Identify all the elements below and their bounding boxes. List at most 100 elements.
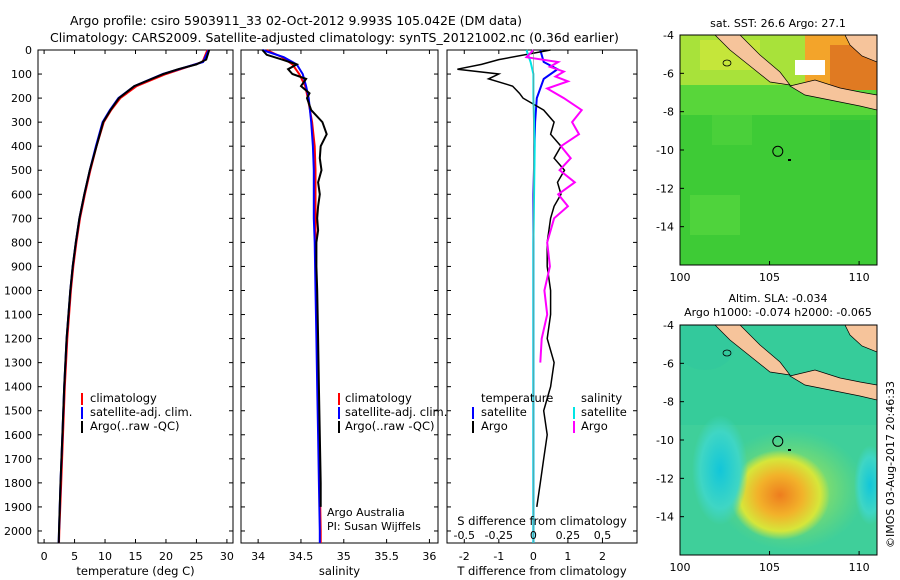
legend-s-argo: Argo xyxy=(581,419,608,433)
series-climatology xyxy=(58,49,209,544)
x-tick-label: 20 xyxy=(159,550,173,563)
legend-satellite: satellite-adj. clim. xyxy=(90,405,192,419)
x-axis-label: T difference from climatology xyxy=(456,564,627,578)
y-tick-label: -12 xyxy=(656,182,674,195)
legend-s-satellite: satellite xyxy=(581,405,627,419)
x-tick-label: -1 xyxy=(493,550,504,563)
x-axis-label: salinity xyxy=(319,564,360,578)
x-tick-label: 110 xyxy=(849,561,870,574)
x-tick-label: -2 xyxy=(459,550,470,563)
y-tick-label: 1900 xyxy=(4,501,32,514)
legend-salinity-title: salinity xyxy=(581,391,622,405)
y-tick-label: 100 xyxy=(11,68,32,81)
x-tick-label: 36 xyxy=(422,550,436,563)
y-tick-label: 1600 xyxy=(4,429,32,442)
y-tick-label: -10 xyxy=(656,434,674,447)
argo-position-marker xyxy=(772,145,784,157)
x-tick-label: 25 xyxy=(189,550,203,563)
y-tick-label: 400 xyxy=(11,140,32,153)
sumatra-land xyxy=(714,35,791,86)
y-tick-label: 800 xyxy=(11,236,32,249)
x-tick-label: 34 xyxy=(251,550,265,563)
y-tick-label: 700 xyxy=(11,212,32,225)
x-tick-label: 10 xyxy=(98,550,112,563)
legend-climatology: climatology xyxy=(345,391,412,405)
y-tick-label: -8 xyxy=(663,106,674,119)
x-tick-label: 0 xyxy=(41,550,48,563)
difference-legend: temperature satellite Argo salinity sate… xyxy=(472,391,627,433)
legend-temperature-title: temperature xyxy=(481,391,553,405)
x-tick-label: 105 xyxy=(759,561,780,574)
series-satellite-adj-clim- xyxy=(262,49,321,543)
x-tick-label: 34.5 xyxy=(289,550,314,563)
y-tick-label: -6 xyxy=(663,67,674,80)
sla-map-title-line1: Altim. SLA: -0.034 xyxy=(728,292,827,305)
x-tick-label: 35 xyxy=(337,550,351,563)
plot-frame xyxy=(240,49,439,544)
s-tick-label: 0 xyxy=(530,529,537,542)
legend-t-satellite: satellite xyxy=(481,405,527,419)
panel-difference-from-climatology: -2 -1 0 1 2T difference from climatology -0.5… xyxy=(446,49,638,578)
legend-climatology: climatology xyxy=(90,391,157,405)
sst-map-title: sat. SST: 26.6 Argo: 27.1 xyxy=(710,17,846,30)
y-tick-label: -6 xyxy=(663,357,674,370)
x-tick-label: 2 xyxy=(599,550,606,563)
y-tick-label: -10 xyxy=(656,144,674,157)
salinity-legend: climatology satellite-adj. clim. Argo(..… xyxy=(327,391,447,533)
temperature-legend: climatology satellite-adj. clim. Argo(..… xyxy=(81,391,192,433)
s-tick-label: 0.5 xyxy=(594,529,612,542)
y-tick-label: -12 xyxy=(656,472,674,485)
s-tick-label: -0.5 xyxy=(454,529,475,542)
series-t-argo xyxy=(457,49,566,508)
x-tick-label: 35.5 xyxy=(374,550,399,563)
s-tick-label: 0.25 xyxy=(556,529,581,542)
x-tick-label: 100 xyxy=(670,561,691,574)
argo-position-marker xyxy=(772,435,784,447)
java-land xyxy=(789,79,877,111)
y-tick-label: 1300 xyxy=(4,357,32,370)
legend-argo: Argo(..raw -QC) xyxy=(90,419,180,433)
y-tick-label: -14 xyxy=(656,511,674,524)
y-tick-label: 600 xyxy=(11,188,32,201)
x-tick-label: 0 xyxy=(530,550,537,563)
x-tick-label: 110 xyxy=(849,271,870,284)
panel-temperature: 0100200300400500600700800900100011001200… xyxy=(4,44,234,578)
figure-title-line2: Climatology: CARS2009. Satellite-adjuste… xyxy=(50,30,619,45)
y-tick-label: 1200 xyxy=(4,333,32,346)
x-tick-label: 100 xyxy=(670,271,691,284)
y-tick-label: -8 xyxy=(663,396,674,409)
panel-salinity: 34 34.5 35 35.5 36 salinity xyxy=(240,49,439,578)
y-tick-label: 200 xyxy=(11,92,32,105)
y-tick-label: -4 xyxy=(663,29,674,42)
annotation-pi: PI: Susan Wijffels xyxy=(327,520,421,533)
x-tick-label: 15 xyxy=(129,550,143,563)
y-tick-label: 1400 xyxy=(4,381,32,394)
x-axis-label: temperature (deg C) xyxy=(76,564,194,578)
x-tick-label: 30 xyxy=(220,550,234,563)
series-argo-raw-qc- xyxy=(57,49,211,544)
annotation-argo-australia: Argo Australia xyxy=(327,506,405,519)
series-argo-raw-qc- xyxy=(261,49,328,507)
y-tick-label: -4 xyxy=(663,319,674,332)
plot-frame xyxy=(37,49,234,544)
figure-title-line1: Argo profile: csiro 5903911_33 02-Oct-20… xyxy=(70,13,523,28)
x-tick-label: 105 xyxy=(759,271,780,284)
sla-map-title-line2: Argo h1000: -0.074 h2000: -0.065 xyxy=(684,306,872,319)
sla-map xyxy=(680,325,877,555)
credit-text: ©IMOS 03-Aug-2017 20:46:33 xyxy=(884,381,897,548)
y-tick-label: 500 xyxy=(11,164,32,177)
x-tick-label: 5 xyxy=(71,550,78,563)
y-tick-label: 0 xyxy=(25,44,32,57)
y-tick-label: 1000 xyxy=(4,284,32,297)
borneo-land xyxy=(844,35,877,63)
x-tick-label: 1 xyxy=(564,550,571,563)
y-tick-label: 1700 xyxy=(4,453,32,466)
y-tick-label: 900 xyxy=(11,260,32,273)
legend-t-argo: Argo xyxy=(481,419,508,433)
y-tick-label: 2000 xyxy=(4,525,32,538)
legend-argo: Argo(..raw -QC) xyxy=(345,419,435,433)
legend-satellite: satellite-adj. clim. xyxy=(345,405,447,419)
series-satellite-adj-clim- xyxy=(57,49,210,544)
y-tick-label: -14 xyxy=(656,221,674,234)
